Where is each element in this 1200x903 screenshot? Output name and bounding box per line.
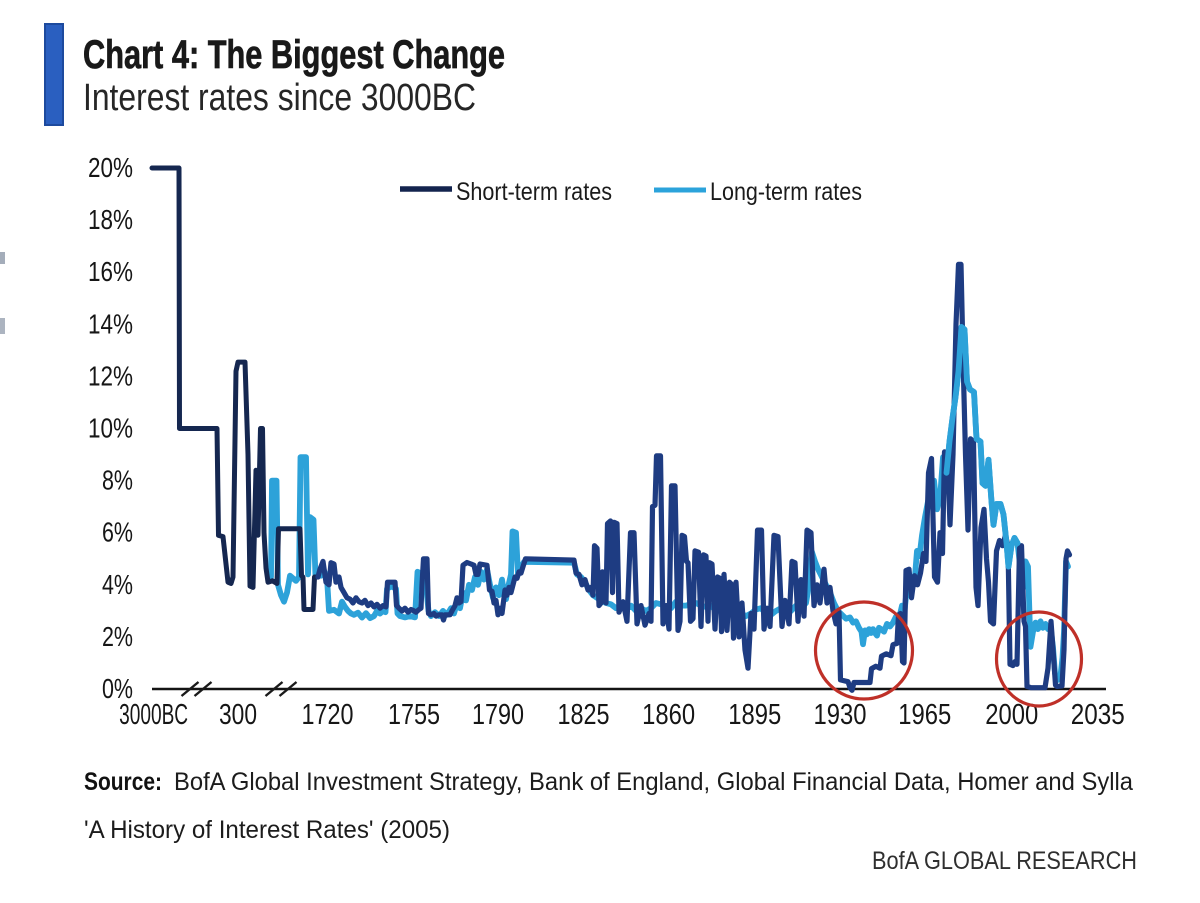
svg-text:2%: 2% [102,621,133,652]
svg-text:3000BC: 3000BC [119,699,188,731]
svg-text:Chart 4: The Biggest Change: Chart 4: The Biggest Change [83,33,505,77]
svg-text:1720: 1720 [302,699,354,731]
svg-text:6%: 6% [102,517,133,548]
svg-text:'A History of Interest Rates': 'A History of Interest Rates' (2005) [84,816,450,844]
svg-text:0%: 0% [102,673,133,704]
svg-text:1790: 1790 [472,699,524,731]
svg-text:BofA Global Investment Strateg: BofA Global Investment Strategy, Bank of… [174,768,1133,796]
svg-text:Interest rates since 3000BC: Interest rates since 3000BC [83,77,476,119]
svg-text:20%: 20% [88,152,133,183]
svg-text:1755: 1755 [388,699,440,731]
svg-text:Long-term rates: Long-term rates [710,178,862,206]
svg-text:1860: 1860 [642,699,695,731]
svg-text:10%: 10% [88,413,133,444]
svg-text:BofA GLOBAL RESEARCH: BofA GLOBAL RESEARCH [872,847,1137,875]
svg-text:Short-term rates: Short-term rates [456,178,612,206]
svg-text:1965: 1965 [898,699,951,731]
svg-text:1930: 1930 [814,699,867,731]
svg-text:Source:: Source: [84,768,162,796]
svg-text:12%: 12% [88,360,133,391]
svg-text:300: 300 [219,699,257,731]
svg-text:16%: 16% [88,256,133,287]
svg-text:1825: 1825 [558,699,610,731]
svg-text:18%: 18% [88,204,133,235]
svg-text:1895: 1895 [728,699,781,731]
svg-text:2035: 2035 [1071,699,1125,731]
svg-text:8%: 8% [102,465,133,496]
svg-text:4%: 4% [102,569,133,600]
svg-text:14%: 14% [88,308,133,339]
